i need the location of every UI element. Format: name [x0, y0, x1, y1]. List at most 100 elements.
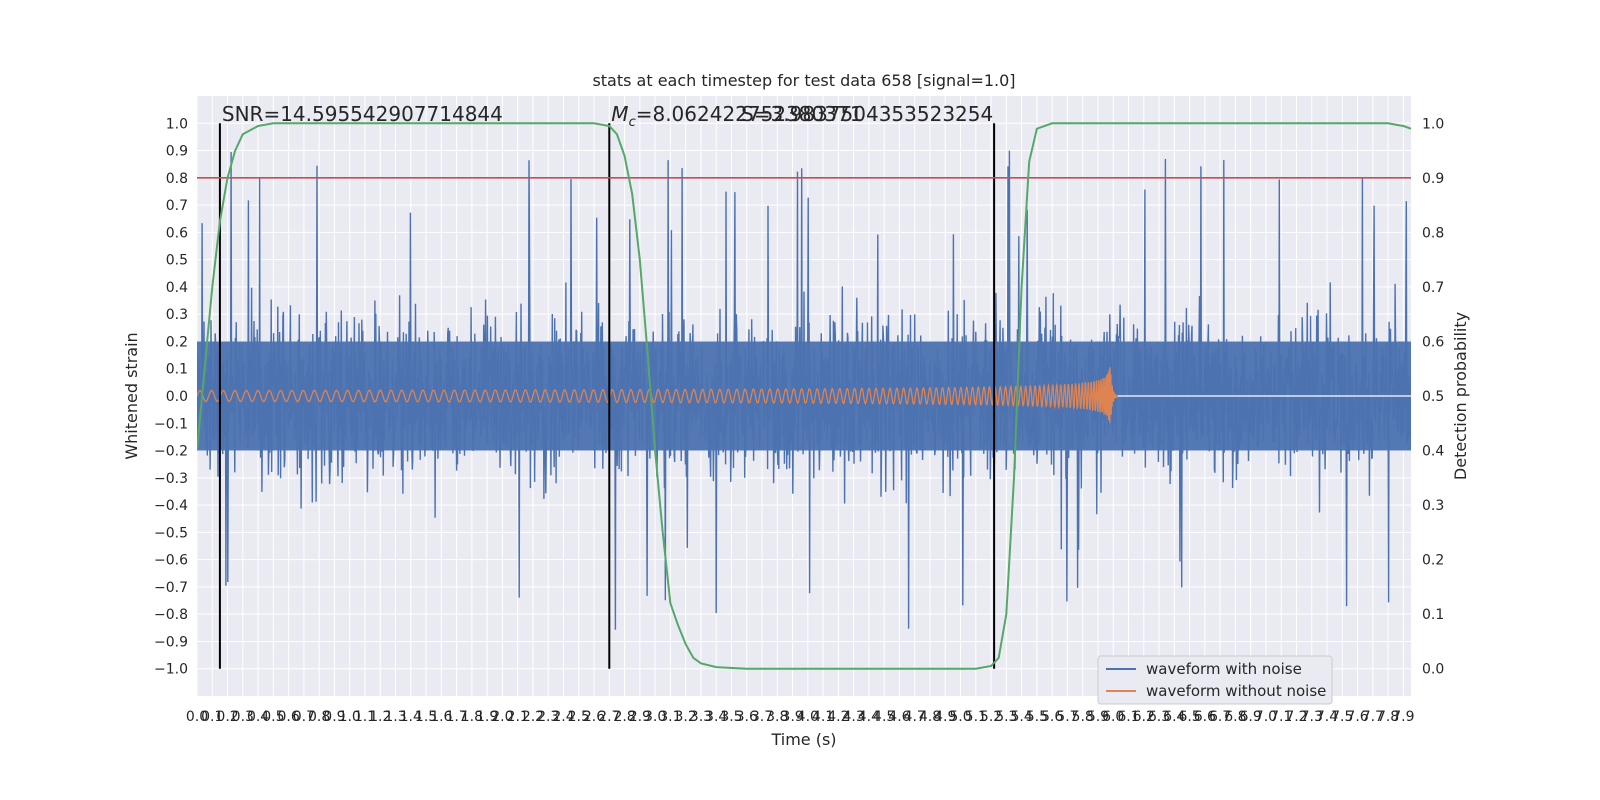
- annotations: SNR=14.595542907714844 Mc=8.0624227523803…: [222, 102, 993, 130]
- x-tick-label: 5.5: [1026, 709, 1048, 725]
- y-left-tick-label: −0.6: [154, 553, 188, 569]
- x-tick-label: 4.3: [842, 709, 864, 725]
- y-left-tick-label: 0.0: [166, 389, 188, 405]
- x-tick-label: 6.5: [1178, 709, 1200, 725]
- chart-title: stats at each timestep for test data 658…: [592, 71, 1015, 90]
- x-tick-label: 1.6: [430, 709, 452, 725]
- y-axis-left-ticks: 1.0 0.9 0.8 0.7 0.6 0.5 0.4 0.3 0.2 0.1 0.0 −0.1 −0.…: [154, 116, 188, 677]
- x-tick-label: 7.0: [1255, 709, 1277, 725]
- x-tick-label: 6.0: [1102, 709, 1124, 725]
- y-left-tick-label: 1.0: [166, 116, 188, 132]
- x-tick-label: 2.7: [598, 709, 620, 725]
- x-tick-label: 7.1: [1270, 709, 1292, 725]
- x-tick-label: 2.2: [522, 709, 544, 725]
- x-tick-label: 7.5: [1331, 709, 1353, 725]
- x-tick-label: 0.7: [293, 709, 315, 725]
- x-tick-label: 0.6: [277, 709, 299, 725]
- x-tick-label: 4.4: [858, 709, 880, 725]
- y-right-tick-label: 0.0: [1422, 662, 1444, 678]
- x-tick-label: 1.7: [445, 709, 467, 725]
- x-tick-label: 1.9: [476, 709, 498, 725]
- x-tick-label: 0.4: [247, 709, 269, 725]
- x-tick-label: 7.3: [1301, 709, 1323, 725]
- x-tick-label: 2.8: [613, 709, 635, 725]
- x-tick-label: 3.7: [751, 709, 773, 725]
- y-left-tick-label: −0.8: [154, 607, 188, 623]
- x-tick-label: 4.2: [827, 709, 849, 725]
- x-tick-label: 2.5: [568, 709, 590, 725]
- y-right-tick-label: 0.9: [1422, 171, 1444, 187]
- annotation-text: S=3.9837504353523254: [741, 102, 993, 126]
- y-right-tick-label: 0.1: [1422, 607, 1444, 623]
- x-tick-label: 5.0: [949, 709, 971, 725]
- legend-label-noise: waveform with noise: [1146, 660, 1302, 678]
- x-tick-label: 1.4: [400, 709, 422, 725]
- x-tick-label: 6.1: [1117, 709, 1139, 725]
- x-tick-label: 4.5: [873, 709, 895, 725]
- y-left-tick-label: −0.3: [154, 471, 188, 487]
- x-tick-label: 3.2: [675, 709, 697, 725]
- x-tick-label: 6.4: [1163, 709, 1185, 725]
- y-left-tick-label: −0.2: [154, 444, 188, 460]
- y-left-tick-label: 0.6: [166, 225, 188, 241]
- x-tick-label: 0.0: [186, 709, 208, 725]
- y-right-tick-label: 1.0: [1422, 116, 1444, 132]
- x-tick-label: 0.8: [308, 709, 330, 725]
- x-tick-label: 2.1: [507, 709, 529, 725]
- x-axis-label: Time (s): [770, 730, 836, 749]
- x-tick-label: 5.8: [1072, 709, 1094, 725]
- chirp-trace: [197, 367, 1119, 423]
- x-tick-label: 5.4: [1010, 709, 1032, 725]
- y-left-tick-label: −0.5: [154, 525, 188, 541]
- x-tick-label: 0.2: [216, 709, 238, 725]
- x-tick-label: 1.2: [369, 709, 391, 725]
- x-tick-label: 4.9: [934, 709, 956, 725]
- x-tick-label: 7.6: [1346, 709, 1368, 725]
- x-tick-label: 6.2: [1133, 709, 1155, 725]
- y-left-tick-label: 0.1: [166, 362, 188, 378]
- x-tick-label: 2.0: [491, 709, 513, 725]
- x-tick-label: 4.7: [904, 709, 926, 725]
- y-right-tick-label: 0.6: [1422, 334, 1444, 350]
- y-axis-right-label: Detection probability: [1451, 312, 1470, 480]
- x-tick-label: 3.0: [644, 709, 666, 725]
- x-tick-label: 2.3: [537, 709, 559, 725]
- x-tick-label: 1.3: [384, 709, 406, 725]
- x-tick-label: 6.6: [1194, 709, 1216, 725]
- x-tick-label: 3.5: [720, 709, 742, 725]
- x-tick-label: 7.2: [1285, 709, 1307, 725]
- x-tick-label: 6.8: [1224, 709, 1246, 725]
- x-tick-label: 3.6: [736, 709, 758, 725]
- x-tick-label: 0.9: [323, 709, 345, 725]
- y-left-tick-label: 0.4: [166, 280, 188, 296]
- x-tick-label: 5.2: [980, 709, 1002, 725]
- y-left-tick-label: 0.5: [166, 253, 188, 269]
- y-left-tick-label: −0.4: [154, 498, 188, 514]
- legend-box: [1097, 655, 1333, 705]
- y-left-tick-label: 0.7: [166, 198, 188, 214]
- y-right-tick-label: 0.7: [1422, 280, 1444, 296]
- x-tick-label: 5.1: [965, 709, 987, 725]
- x-tick-label: 7.8: [1377, 709, 1399, 725]
- x-tick-label: 3.8: [766, 709, 788, 725]
- x-tick-label: 2.4: [552, 709, 574, 725]
- annotation-text: Mc=8.062422752380371: [611, 102, 862, 130]
- x-tick-label: 7.7: [1362, 709, 1384, 725]
- x-tick-label: 5.7: [1056, 709, 1078, 725]
- x-tick-label: 1.8: [461, 709, 483, 725]
- vertical-markers: [218, 123, 996, 669]
- y-right-tick-label: 0.3: [1422, 498, 1444, 514]
- x-tick-label: 0.1: [201, 709, 223, 725]
- x-tick-label: 1.0: [339, 709, 361, 725]
- y-left-tick-label: 0.3: [166, 307, 188, 323]
- x-tick-label: 1.5: [415, 709, 437, 725]
- annotation-text: SNR=14.595542907714844: [222, 102, 503, 126]
- x-tick-label: 6.9: [1240, 709, 1262, 725]
- x-tick-label: 3.9: [781, 709, 803, 725]
- y-axis-left-label: Whitened strain: [122, 332, 141, 459]
- x-tick-label: 4.8: [919, 709, 941, 725]
- x-tick-label: 5.9: [1087, 709, 1109, 725]
- y-right-tick-label: 0.4: [1422, 444, 1444, 460]
- x-tick-label: 3.4: [705, 709, 727, 725]
